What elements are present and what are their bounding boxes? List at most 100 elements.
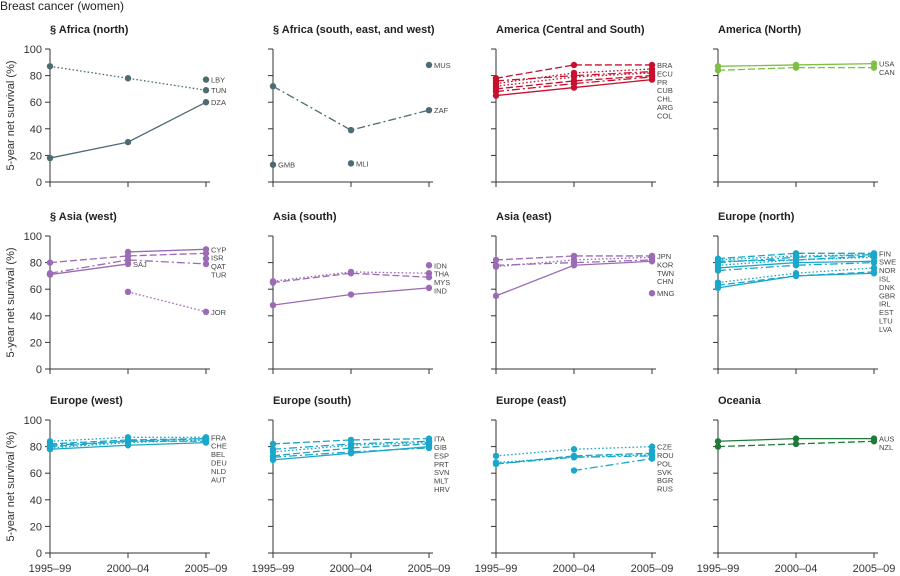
series-line [49,437,207,446]
series-line [495,76,653,93]
data-point [46,154,54,162]
panel-title: Europe (east) [496,395,567,407]
data-point [269,301,277,309]
series-line [717,255,875,262]
data-point [492,292,500,300]
y-tick-label: 40 [30,495,42,507]
series-label: DZA [211,98,226,107]
series-label: RUS [657,485,673,494]
y-tick-label: 60 [30,284,42,296]
series-label: ECU [657,69,673,78]
x-tick-label: 1995–99 [252,563,295,575]
data-point [870,259,878,266]
series-line [49,263,129,276]
data-point [492,77,500,85]
data-point [202,76,210,83]
series-label: JPN [657,252,671,261]
series-label: JOR [211,308,227,317]
data-point [269,440,277,448]
y-tick-label: 100 [24,415,42,427]
data-point [570,84,578,91]
data-point [492,262,500,269]
data-point [714,438,722,445]
series-label: TWN [657,269,674,278]
data-point [792,272,800,280]
y-tick-label: 20 [30,337,42,349]
series-label: GMB [278,161,295,170]
panel: § Africa (north) 0 20 40 60 80 100 5-year net s… [5,24,226,189]
panel: § Africa (south, east, and west) MUS ZAF GM… [268,24,451,187]
series-label: ZAF [434,106,449,115]
x-tick-label: 1995–99 [29,563,72,575]
x-tick-label: 1995–99 [475,563,518,575]
data-point [870,270,878,277]
panel-title: § Asia (west) [50,211,117,223]
panel-title: Europe (south) [273,395,352,407]
series-label: ESP [434,451,449,460]
data-point [792,435,800,442]
data-point [492,452,500,460]
series-label: CZE [657,443,672,452]
panel-title: § Africa (north) [50,24,129,36]
panel-title: Europe (west) [50,395,123,407]
series-line [717,261,875,272]
series-label: GBR [879,291,896,300]
series-label: MNG [657,289,675,298]
data-point [269,456,277,464]
x-tick-label: 2000–04 [775,563,818,575]
series-label: NLD [211,467,227,476]
series-label: CUB [657,86,673,95]
series-label: EST [879,308,894,317]
series-line [127,291,207,313]
x-tick-label: 2005–09 [408,563,451,575]
data-point [425,284,433,292]
data-point [269,83,277,90]
data-point [870,438,878,445]
series-label: CHL [657,95,672,104]
data-point [492,92,500,99]
y-tick-label: 80 [30,258,42,270]
x-tick-label: 2000–04 [553,563,596,575]
series-label: FIN [879,249,891,258]
series-label: IND [434,286,448,295]
series-line [573,457,653,472]
series-label: PR [657,78,668,87]
panel-title: § Africa (south, east, and west) [273,24,435,36]
series-line [717,267,875,284]
series-line [495,64,652,79]
series-label: IDN [434,261,447,270]
series-line [495,72,653,87]
data-point [46,446,54,453]
panel: Europe (east) 1995–99 2000–04 2005–09 CZEROU… [475,395,674,575]
series-line [495,445,653,457]
data-point [269,279,277,286]
y-tick-label: 0 [36,177,42,189]
data-point [347,270,355,277]
series-label: SWE [879,258,896,267]
series-line [495,256,653,268]
series-label: LBY [211,76,225,85]
y-tick-label: 0 [36,548,42,560]
data-point [714,443,722,450]
panel-title: America (Central and South) [496,24,645,36]
series-label: LVA [879,325,892,334]
panel-grid: § Africa (north) 0 20 40 60 80 100 5-year net s… [5,24,896,575]
data-point [202,439,210,446]
series-line [272,441,430,453]
data-point [648,258,656,265]
panel: Europe (west) 0 20 40 60 80 100 1995–99 2000–04 2… [5,395,227,575]
data-point [570,61,578,69]
data-point [570,262,578,269]
series-line [272,443,430,457]
data-point [870,64,878,71]
series-line [49,259,207,274]
x-tick-label: 2005–09 [185,563,228,575]
y-tick-label: 100 [24,231,42,243]
data-point [425,274,433,281]
series-label: POL [657,459,672,468]
data-point [124,288,132,296]
data-point [648,455,656,462]
